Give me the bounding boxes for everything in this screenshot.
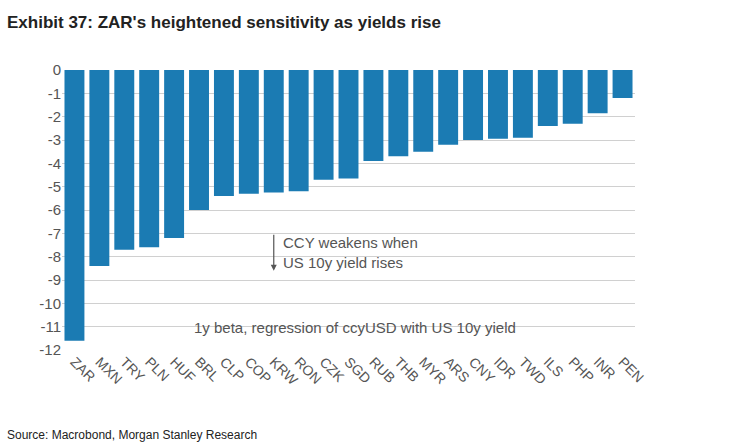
svg-text:-11: -11 xyxy=(40,318,61,335)
svg-text:KRW: KRW xyxy=(267,354,302,389)
svg-text:Exhibit 37: ZAR's heightened s: Exhibit 37: ZAR's heightened sensitivity… xyxy=(7,13,441,32)
svg-text:MYR: MYR xyxy=(416,354,449,387)
svg-text:PLN: PLN xyxy=(142,354,173,385)
svg-text:IDR: IDR xyxy=(491,354,519,382)
svg-text:INR: INR xyxy=(591,354,619,382)
svg-text:RUB: RUB xyxy=(366,354,398,386)
svg-text:TWD: TWD xyxy=(516,354,550,388)
svg-text:ARS: ARS xyxy=(441,354,473,386)
svg-text:-12: -12 xyxy=(39,341,61,358)
svg-text:-7: -7 xyxy=(48,225,61,242)
svg-text:-9: -9 xyxy=(48,271,61,288)
svg-text:0: 0 xyxy=(53,61,61,78)
svg-text:SGD: SGD xyxy=(341,354,374,387)
svg-text:MXN: MXN xyxy=(92,354,125,387)
svg-text:CLP: CLP xyxy=(217,354,248,385)
svg-text:-8: -8 xyxy=(48,248,61,265)
svg-text:-2: -2 xyxy=(48,108,61,125)
svg-text:CZK: CZK xyxy=(317,354,349,386)
svg-text:THB: THB xyxy=(391,354,422,385)
svg-text:PEN: PEN xyxy=(615,354,647,386)
svg-text:-4: -4 xyxy=(48,155,61,172)
svg-text:-3: -3 xyxy=(48,131,61,148)
svg-text:Source: Macrobond, Morgan Stan: Source: Macrobond, Morgan Stanley Resear… xyxy=(7,428,257,442)
svg-text:ILS: ILS xyxy=(541,354,567,380)
svg-text:CCY weakens whenUS 10y yield r: CCY weakens whenUS 10y yield rises xyxy=(283,234,418,271)
svg-text:BRL: BRL xyxy=(192,354,223,385)
svg-text:1y beta, regression of ccyUSD: 1y beta, regression of ccyUSD with US 10… xyxy=(194,319,516,336)
svg-text:HUF: HUF xyxy=(167,354,199,386)
svg-text:ZAR: ZAR xyxy=(67,354,98,385)
svg-text:COP: COP xyxy=(242,354,275,387)
svg-text:-1: -1 xyxy=(48,85,61,102)
svg-text:TRY: TRY xyxy=(117,354,148,385)
svg-text:-5: -5 xyxy=(48,178,61,195)
svg-text:CNY: CNY xyxy=(466,354,499,387)
svg-text:PHP: PHP xyxy=(566,354,598,386)
svg-text:-6: -6 xyxy=(48,201,61,218)
svg-text:-10: -10 xyxy=(39,295,61,312)
svg-text:RON: RON xyxy=(292,354,325,387)
